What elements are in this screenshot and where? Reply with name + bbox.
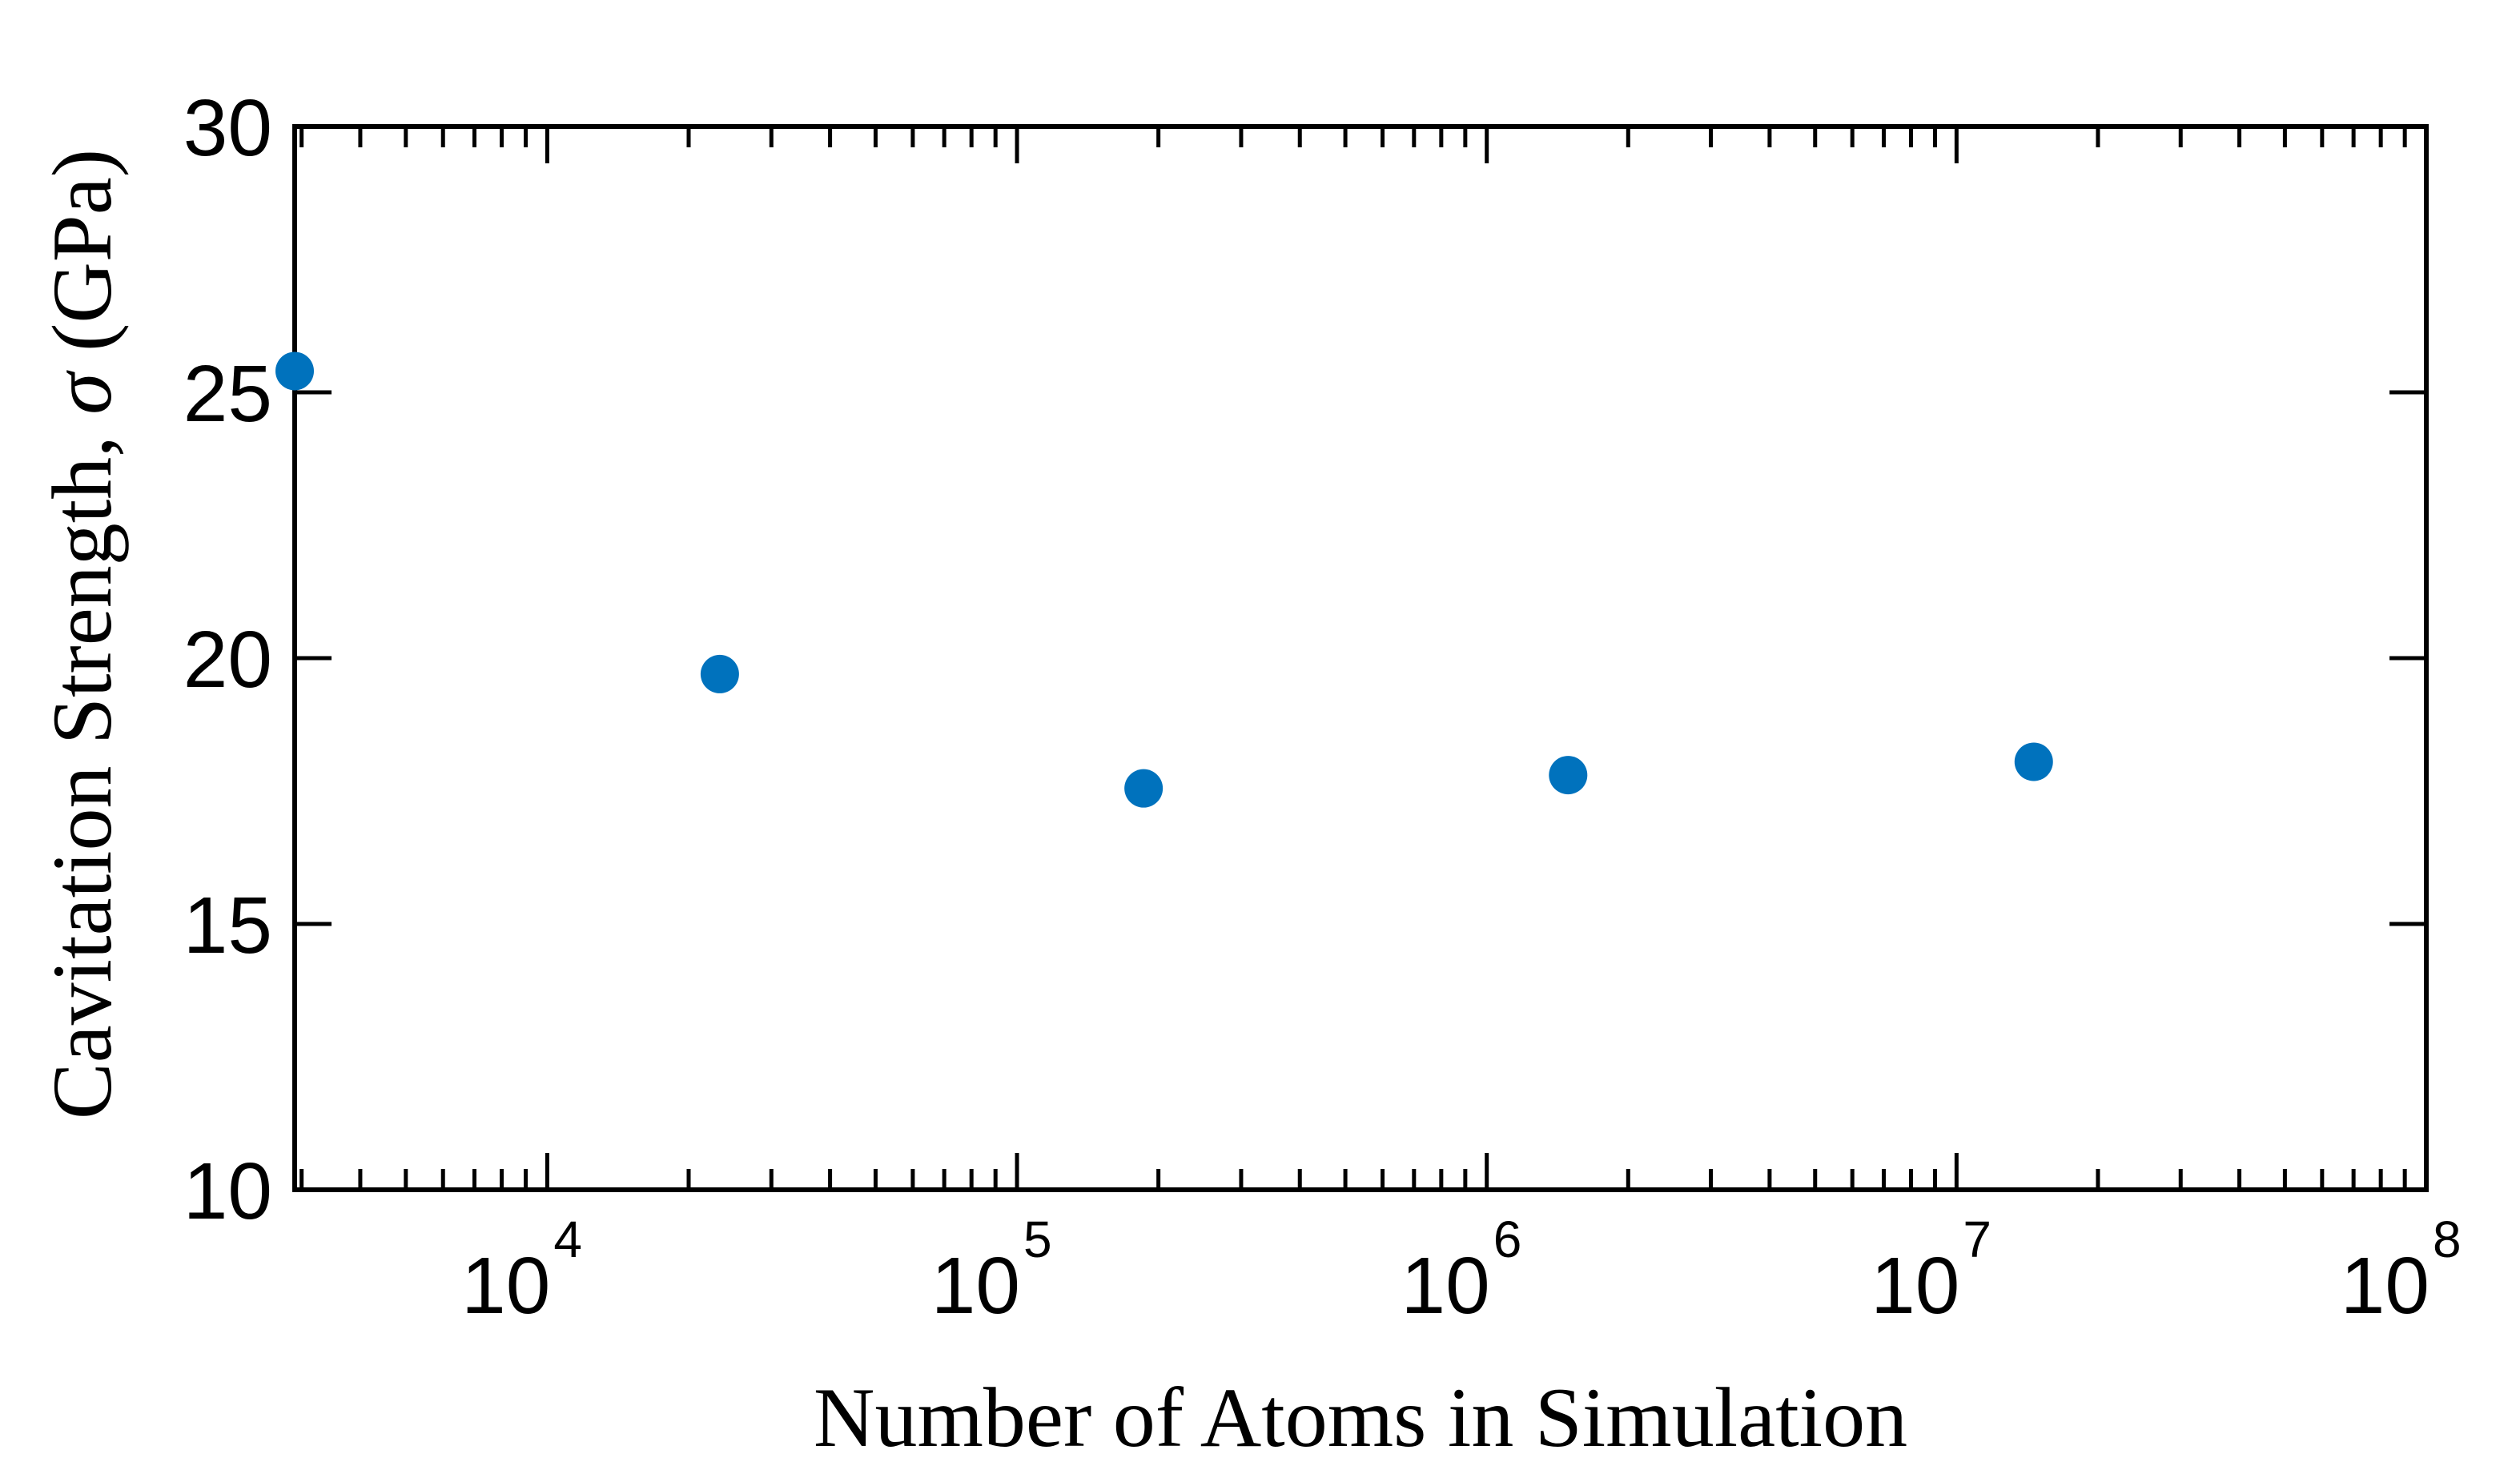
x-tick-label: 10 xyxy=(1401,1241,1489,1331)
x-axis-title: Number of Atoms in Simulation xyxy=(814,1371,1907,1464)
x-tick-label-exponent: 4 xyxy=(553,1211,582,1268)
y-tick-label: 25 xyxy=(183,349,272,439)
data-point xyxy=(275,351,314,391)
data-point xyxy=(1124,769,1164,808)
x-tick-label: 10 xyxy=(931,1241,1020,1331)
y-tick-label: 10 xyxy=(183,1147,272,1236)
y-axis-title-text: Cavitation Strength, xyxy=(35,415,129,1119)
y-tick-labels: 10 15 20 25 30 xyxy=(183,83,272,1236)
x-tick-label-exponent: 5 xyxy=(1023,1211,1052,1268)
minor-ticks xyxy=(299,127,2407,1190)
major-ticks xyxy=(295,124,2429,1192)
y-axis-title: Cavitation Strength, σ (GPa) xyxy=(35,149,129,1119)
y-tick-label: 15 xyxy=(183,881,272,970)
x-tick-label: 10 xyxy=(1871,1241,1959,1331)
x-tick-label-exponent: 8 xyxy=(2433,1211,2462,1268)
data-points xyxy=(275,351,2053,808)
data-point xyxy=(1549,756,1588,795)
y-axis-title-unit: (GPa) xyxy=(35,149,129,373)
x-tick-label: 10 xyxy=(2341,1241,2430,1331)
plot-area-frame xyxy=(292,124,2429,1192)
data-point xyxy=(700,654,739,693)
y-axis-title-symbol: σ xyxy=(35,370,129,415)
x-tick-label: 10 xyxy=(461,1241,550,1331)
x-tick-label-exponent: 6 xyxy=(1493,1211,1522,1268)
y-tick-label: 30 xyxy=(183,83,272,173)
data-point xyxy=(2014,742,2053,781)
x-tick-label-exponent: 7 xyxy=(1963,1211,1991,1268)
y-tick-label: 20 xyxy=(183,615,272,705)
